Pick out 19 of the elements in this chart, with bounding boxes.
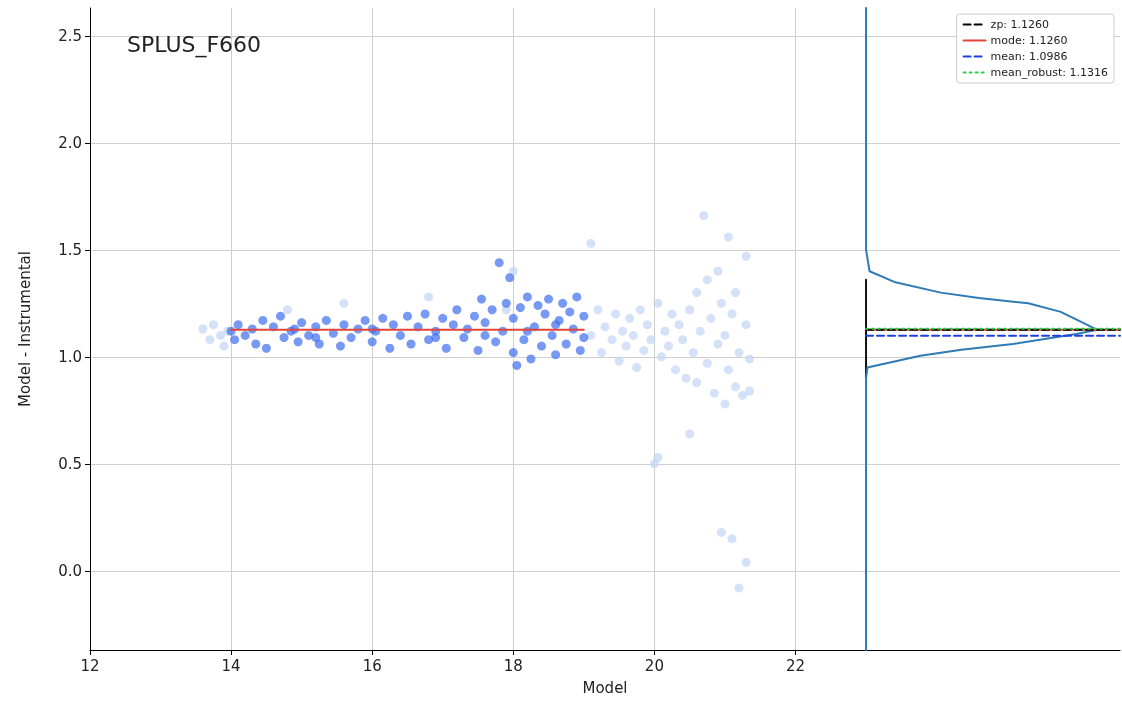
legend-label: mode: 1.1260 — [990, 34, 1068, 47]
legend-label: zp: 1.1260 — [990, 18, 1050, 31]
y-tick-label: 2.0 — [58, 133, 82, 152]
x-tick-label: 22 — [785, 656, 806, 675]
x-tick-label: 14 — [221, 656, 241, 675]
x-tick-label: 20 — [644, 656, 664, 675]
x-tick-label: 18 — [503, 656, 523, 675]
y-tick-label: 0.5 — [58, 454, 82, 473]
x-tick-label: 12 — [80, 656, 100, 675]
y-tick-label: 0.0 — [58, 561, 82, 580]
legend-label: mean: 1.0986 — [990, 50, 1068, 63]
legend-label: mean_robust: 1.1316 — [990, 66, 1109, 79]
y-tick-label: 1.5 — [58, 240, 82, 259]
y-axis-title: Model - Instrumental — [15, 251, 34, 407]
x-tick-label: 16 — [362, 656, 382, 675]
y-tick-label: 1.0 — [58, 347, 82, 366]
text: SPLUS_F660 — [127, 31, 262, 58]
y-tick-label: 2.5 — [58, 26, 82, 45]
x-axis-title: Model — [582, 678, 628, 697]
